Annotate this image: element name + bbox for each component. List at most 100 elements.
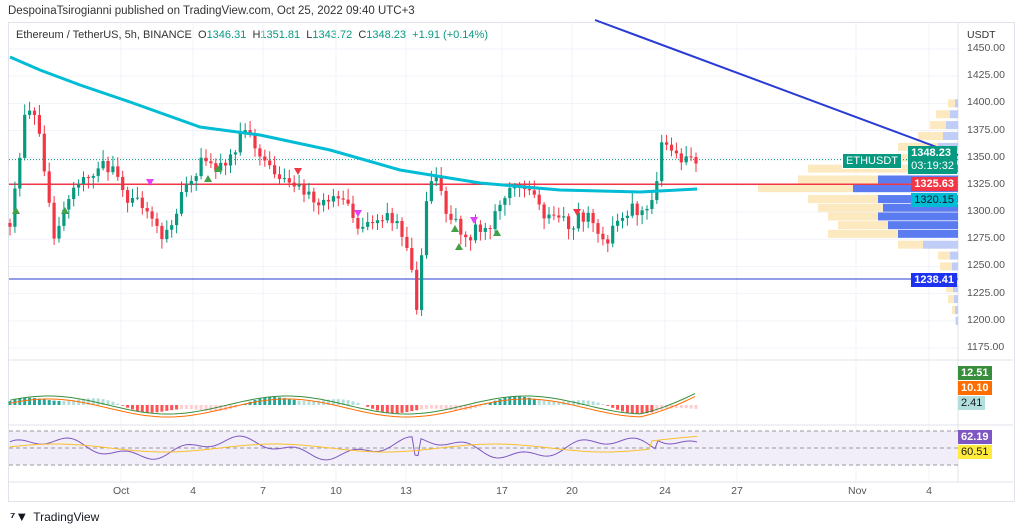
macd-histogram-bar (126, 405, 130, 408)
macd-histogram-bar (532, 398, 536, 405)
candle-body (253, 133, 257, 149)
candle-body (341, 198, 345, 200)
time-tick: 24 (659, 485, 671, 497)
candle-body (219, 162, 223, 171)
candle-body (184, 184, 188, 192)
candle-body (307, 191, 311, 195)
macd-histogram-bar (155, 405, 159, 413)
volume-profile-bar (930, 121, 946, 130)
candle-body (483, 227, 487, 232)
candle-body (312, 191, 316, 203)
blue-level-label: 1238.41 (911, 273, 957, 287)
ma-level-label: 1320.15 (911, 193, 957, 207)
candle-body (380, 220, 384, 222)
candle-body (23, 114, 27, 158)
macd-histogram-bar (444, 405, 448, 410)
macd-histogram-bar (366, 405, 370, 407)
candle-body (194, 176, 198, 181)
high-value: 1351.81 (260, 29, 301, 41)
macd-histogram-bar (645, 405, 649, 414)
candle-body (170, 225, 174, 230)
candle-body (189, 180, 193, 185)
candle-body (660, 142, 664, 182)
macd-histogram-bar (106, 400, 110, 405)
signal-label: 10.10 (958, 381, 992, 395)
volume-profile-bar (838, 221, 888, 230)
macd-histogram-bar (184, 405, 188, 409)
macd-histogram-bar (175, 405, 179, 410)
candle-body (679, 153, 683, 163)
sell-signal-icon (354, 210, 362, 217)
macd-histogram-bar (684, 405, 688, 409)
candle-body (424, 201, 429, 256)
volume-profile-bar (950, 251, 958, 260)
candle-body (130, 198, 135, 203)
macd-histogram-bar (376, 405, 379, 411)
candle-body (669, 144, 674, 151)
candle-body (581, 212, 585, 222)
macd-histogram-bar (655, 405, 659, 412)
open-value: 1346.31 (206, 29, 247, 41)
time-tick: 10 (330, 485, 342, 497)
macd-histogram-bar (508, 396, 512, 405)
price-tick: 1400.00 (967, 96, 1005, 109)
candle-body (537, 194, 541, 205)
macd-histogram-bar (170, 405, 174, 411)
price-tick: 1450.00 (967, 42, 1005, 54)
macd-histogram-bar (665, 405, 669, 410)
candle-body (591, 212, 595, 224)
macd-histogram-bar (478, 405, 482, 407)
macd-histogram-bar (410, 405, 414, 412)
candle-body (86, 177, 90, 179)
candle-body (13, 188, 17, 227)
candle-body (268, 160, 272, 166)
tradingview-logo[interactable]: ⁷▼ TradingView (10, 509, 99, 524)
macd-histogram-bar (635, 405, 639, 414)
time-tick: Nov (848, 485, 867, 497)
candle-body (464, 234, 468, 238)
macd-histogram-bar (674, 405, 678, 409)
candle-body (322, 199, 326, 206)
candle-body (155, 218, 159, 226)
candle-body (640, 210, 644, 216)
macd-histogram-bar (121, 405, 125, 406)
macd-histogram-bar (131, 405, 134, 410)
macd-histogram-bar (351, 401, 355, 405)
candle-body (567, 216, 571, 230)
symbol-tag: ETHUSDT (842, 153, 902, 169)
macd-histogram-bar (160, 405, 164, 412)
time-tick: 20 (566, 485, 578, 497)
high-label: H (252, 29, 261, 41)
volume-profile-bar (918, 131, 943, 140)
candle-body (586, 212, 590, 222)
buy-signal-icon (451, 225, 459, 232)
open-label: O (198, 29, 207, 41)
macd-histogram-bar (640, 405, 644, 414)
volume-profile-bar (940, 262, 952, 271)
macd-histogram-bar (28, 397, 32, 405)
time-tick: 27 (731, 485, 743, 497)
candle-body (126, 190, 130, 203)
chart-frame[interactable] (8, 22, 1015, 502)
time-tick: 4 (926, 485, 932, 497)
candle-body (111, 166, 115, 173)
candle-body (179, 191, 184, 214)
symbol-info: Ethereum / TetherUS, 5h, BINANCE (16, 29, 192, 41)
macd-histogram-bar (263, 397, 267, 405)
macd-histogram-bar (611, 405, 615, 408)
macd-histogram-bar (278, 397, 281, 405)
sell-signal-icon (470, 217, 478, 224)
candle-body (674, 150, 678, 154)
tradingview-icon: ⁷▼ (10, 509, 29, 524)
candle-body (263, 156, 267, 161)
volume-profile-bar (923, 240, 958, 249)
macd-histogram-bar (82, 398, 85, 405)
volume-profile-bar (808, 195, 878, 204)
macd-histogram-bar (292, 399, 296, 405)
candle-body (571, 228, 576, 230)
moving-average-line (9, 55, 698, 194)
candle-body (18, 157, 22, 189)
macd-histogram-bar (23, 397, 27, 405)
macd-histogram-bar (77, 399, 81, 405)
